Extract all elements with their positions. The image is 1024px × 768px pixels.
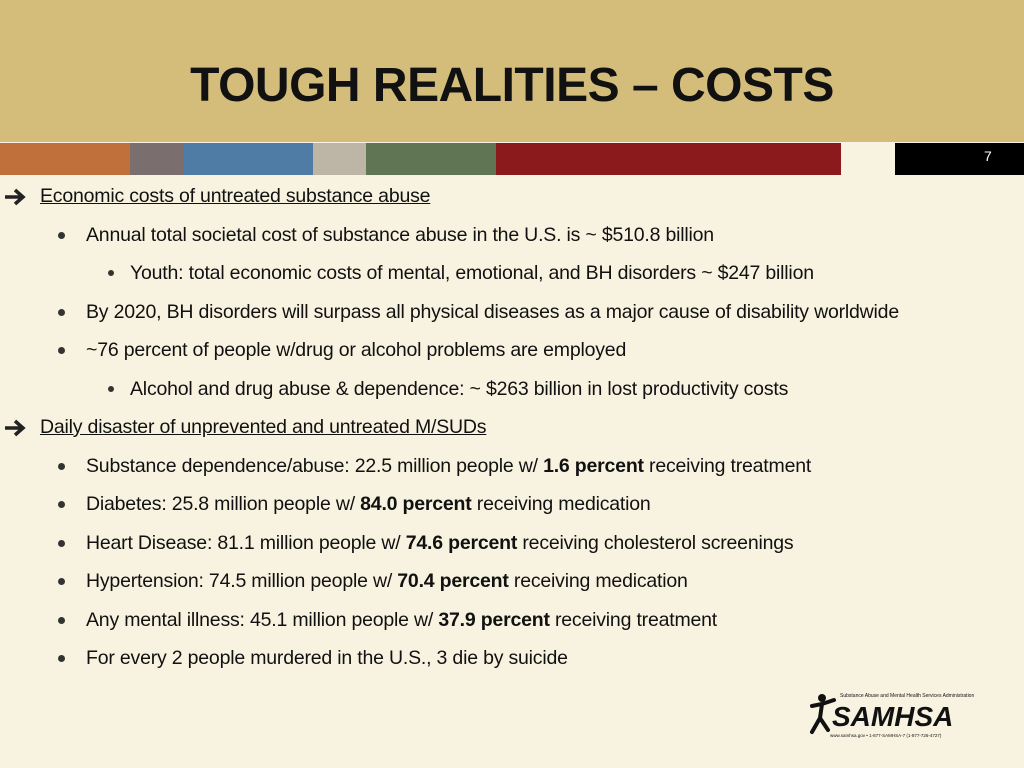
bullet-text-after: receiving medication bbox=[508, 570, 688, 592]
section-heading-row: Daily disaster of unprevented and untrea… bbox=[0, 414, 1010, 440]
bullet-item: Alcohol and drug abuse & dependence: ~ $… bbox=[0, 376, 1010, 402]
logo-contact: www.samhsa.gov • 1-877-SAMHSA-7 (1-877-7… bbox=[830, 733, 942, 738]
bullet bbox=[58, 347, 65, 354]
bullet-text: Hypertension: 74.5 million people w/ bbox=[86, 570, 398, 592]
arrow-icon bbox=[5, 188, 26, 206]
bullet-text: Heart Disease: 81.1 million people w/ bbox=[86, 531, 406, 554]
bullet bbox=[58, 462, 65, 470]
bold-text: 37.9 percent bbox=[438, 608, 550, 631]
bold-text: 84.0 percent bbox=[360, 493, 472, 515]
bullet-item: Heart Disease: 81.1 million people w/ 74… bbox=[0, 530, 1010, 556]
bullet-text: Diabetes: 25.8 million people w/ bbox=[86, 493, 361, 515]
bullet-item: Any mental illness: 45.1 million people … bbox=[0, 607, 1010, 633]
bold-text: 74.6 percent bbox=[405, 531, 518, 554]
bullet bbox=[58, 231, 65, 239]
section-heading-row: Economic costs of untreated substance ab… bbox=[0, 183, 1010, 209]
bullet-item: For every 2 people murdered in the U.S.,… bbox=[0, 645, 1010, 671]
bullet-text-after: receiving cholesterol screenings bbox=[517, 531, 794, 554]
bullet bbox=[58, 616, 65, 624]
color-stripe bbox=[0, 143, 1024, 175]
bullet-item: ~76 percent of people w/drug or alcohol … bbox=[0, 337, 1010, 363]
bullet-text: Youth: total economic costs of mental, e… bbox=[130, 262, 814, 284]
bullet bbox=[58, 308, 65, 316]
slide-title: TOUGH REALITIES – COSTS bbox=[190, 59, 834, 112]
section-heading: Daily disaster of unprevented and untrea… bbox=[40, 416, 487, 438]
bullet-text: For every 2 people murdered in the U.S.,… bbox=[86, 647, 568, 669]
bullet-text: By 2020, BH disorders will surpass all p… bbox=[86, 300, 899, 323]
bullet-text-after: receiving medication bbox=[471, 493, 651, 515]
bullet-text: Annual total societal cost of substance … bbox=[86, 223, 714, 246]
bullet-text: Any mental illness: 45.1 million people … bbox=[86, 608, 439, 631]
bullet bbox=[58, 501, 65, 508]
bullet bbox=[58, 655, 65, 662]
logo-agency: Substance Abuse and Mental Health Servic… bbox=[840, 693, 974, 699]
bullet-text-after: receiving treatment bbox=[549, 608, 718, 631]
bullet-text: ~76 percent of people w/drug or alcohol … bbox=[86, 339, 627, 361]
bullet-item: Hypertension: 74.5 million people w/ 70.… bbox=[0, 568, 1010, 594]
bold-text: 70.4 percent bbox=[397, 570, 509, 592]
bold-text: 1.6 percent bbox=[543, 454, 644, 477]
bullet-text: Alcohol and drug abuse & dependence: ~ $… bbox=[130, 377, 789, 400]
content: Economic costs of untreated substance ab… bbox=[0, 183, 1010, 684]
header-band bbox=[0, 0, 1024, 142]
section-heading: Economic costs of untreated substance ab… bbox=[40, 185, 431, 207]
bullet-item: Substance dependence/abuse: 22.5 million… bbox=[0, 453, 1010, 479]
bullet-item: By 2020, BH disorders will surpass all p… bbox=[0, 299, 1010, 325]
bullet bbox=[58, 578, 65, 585]
bullet bbox=[58, 539, 65, 547]
logo: SAMHSA Substance Abuse and Mental Health… bbox=[806, 690, 976, 740]
logo-name: SAMHSA bbox=[832, 701, 953, 732]
bullet-text-after: receiving treatment bbox=[643, 454, 812, 477]
logo-graphic: SAMHSA Substance Abuse and Mental Health… bbox=[810, 693, 974, 738]
bullet-item: Diabetes: 25.8 million people w/ 84.0 pe… bbox=[0, 491, 1010, 517]
bullet bbox=[108, 385, 114, 392]
page-number: 7 bbox=[984, 148, 992, 164]
bullet-item: Annual total societal cost of substance … bbox=[0, 222, 1010, 248]
bullet-item: Youth: total economic costs of mental, e… bbox=[0, 260, 1010, 286]
arrow-icon bbox=[5, 419, 26, 437]
bullet bbox=[108, 270, 114, 276]
bullet-text: Substance dependence/abuse: 22.5 million… bbox=[86, 454, 544, 477]
